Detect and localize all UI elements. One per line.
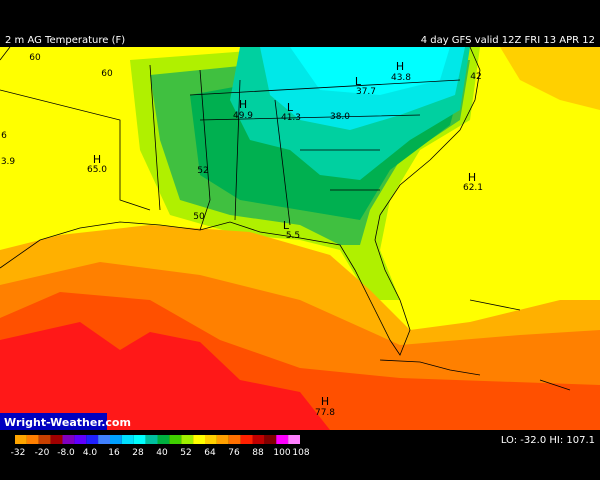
colorbar-swatch — [38, 435, 51, 444]
high-symbol: H — [321, 395, 329, 408]
high-symbol: H — [93, 153, 101, 166]
colorbar-swatch — [15, 435, 27, 444]
colorbar-label: -8.0 — [57, 448, 75, 458]
low-symbol: L — [287, 101, 294, 114]
low-value: 41.3 — [281, 113, 301, 123]
contour-label: 42 — [470, 72, 481, 82]
colorbar-swatch — [121, 435, 134, 444]
colorbar: -32 -20 -8.0 4.0 16 28 40 52 64 76 88 100 108 — [11, 435, 310, 458]
colorbar-label: 28 — [132, 448, 144, 458]
colorbar-swatch — [169, 435, 182, 444]
low-value: 37.7 — [356, 87, 376, 97]
islands — [379, 299, 571, 391]
colorbar-swatch — [240, 435, 253, 444]
high-value: 65.0 — [87, 165, 107, 175]
contour-label: 60 — [29, 53, 41, 63]
colorbar-swatch — [86, 435, 99, 444]
high-symbol: H — [396, 60, 404, 73]
colorbar-swatch — [205, 435, 217, 444]
colorbar-label: 100 — [273, 448, 290, 458]
boundaries — [0, 46, 571, 391]
high-symbol: H — [468, 171, 476, 184]
colorbar-swatch — [216, 435, 229, 444]
colorbar-swatch — [157, 435, 170, 444]
colorbar-swatch — [74, 435, 87, 444]
valid-time: 4 day GFS valid 12Z FRI 13 APR 12 — [421, 35, 595, 46]
map-labels: 60 60 H 43.8 L 37.7 42 H 49.9 L 41.3 38.… — [1, 53, 483, 418]
colorbar-label: 4.0 — [83, 448, 98, 458]
colorbar-swatch — [193, 435, 205, 444]
colorbar-swatch — [288, 435, 300, 444]
high-value: 49.9 — [233, 111, 253, 121]
high-value: 77.8 — [315, 408, 335, 418]
colorbar-swatch — [62, 435, 75, 444]
low-value: 5.5 — [286, 231, 300, 241]
field-red — [0, 322, 330, 430]
colorbar-label: 88 — [252, 448, 264, 458]
colorbar-swatch — [264, 435, 277, 444]
contour-label: 3.9 — [1, 157, 16, 167]
colorbar-swatch — [181, 435, 194, 444]
colorbar-swatch — [110, 435, 122, 444]
colorbar-label: 108 — [292, 448, 309, 458]
colorbar-swatch — [26, 435, 39, 444]
map-title: 2 m AG Temperature (F) — [5, 35, 125, 46]
field-light-orange — [500, 47, 600, 110]
watermark-box — [0, 413, 107, 430]
contour-label: 60 — [101, 69, 113, 79]
contour-label: 52 — [197, 166, 208, 176]
colorbar-label: -32 — [11, 448, 26, 458]
colorbar-swatch — [228, 435, 241, 444]
colorbar-label: 76 — [228, 448, 240, 458]
watermark: Wright-Weather.com — [4, 416, 131, 429]
colorbar-swatch — [145, 435, 158, 444]
colorbar-label: 64 — [204, 448, 216, 458]
contour-label: 6 — [1, 131, 7, 141]
extremes: LO: -32.0 HI: 107.1 — [501, 435, 595, 446]
state-borders — [0, 46, 461, 231]
contour-label: 50 — [193, 212, 205, 222]
contour-label: 38.0 — [330, 112, 350, 122]
colorbar-swatch — [98, 435, 110, 444]
colorbar-label: -20 — [35, 448, 50, 458]
low-symbol: L — [283, 219, 290, 232]
high-value: 62.1 — [463, 183, 483, 193]
coastline — [0, 46, 481, 356]
colorbar-label: 52 — [180, 448, 191, 458]
colorbar-swatch — [276, 435, 289, 444]
temperature-field — [0, 47, 600, 430]
colorbar-label: 40 — [156, 448, 168, 458]
low-symbol: L — [355, 75, 362, 88]
colorbar-label: 16 — [108, 448, 120, 458]
high-value: 43.8 — [391, 73, 411, 83]
colorbar-swatch — [50, 435, 63, 444]
high-symbol: H — [239, 98, 247, 111]
colorbar-swatch — [133, 435, 146, 444]
colorbar-swatch — [252, 435, 265, 444]
